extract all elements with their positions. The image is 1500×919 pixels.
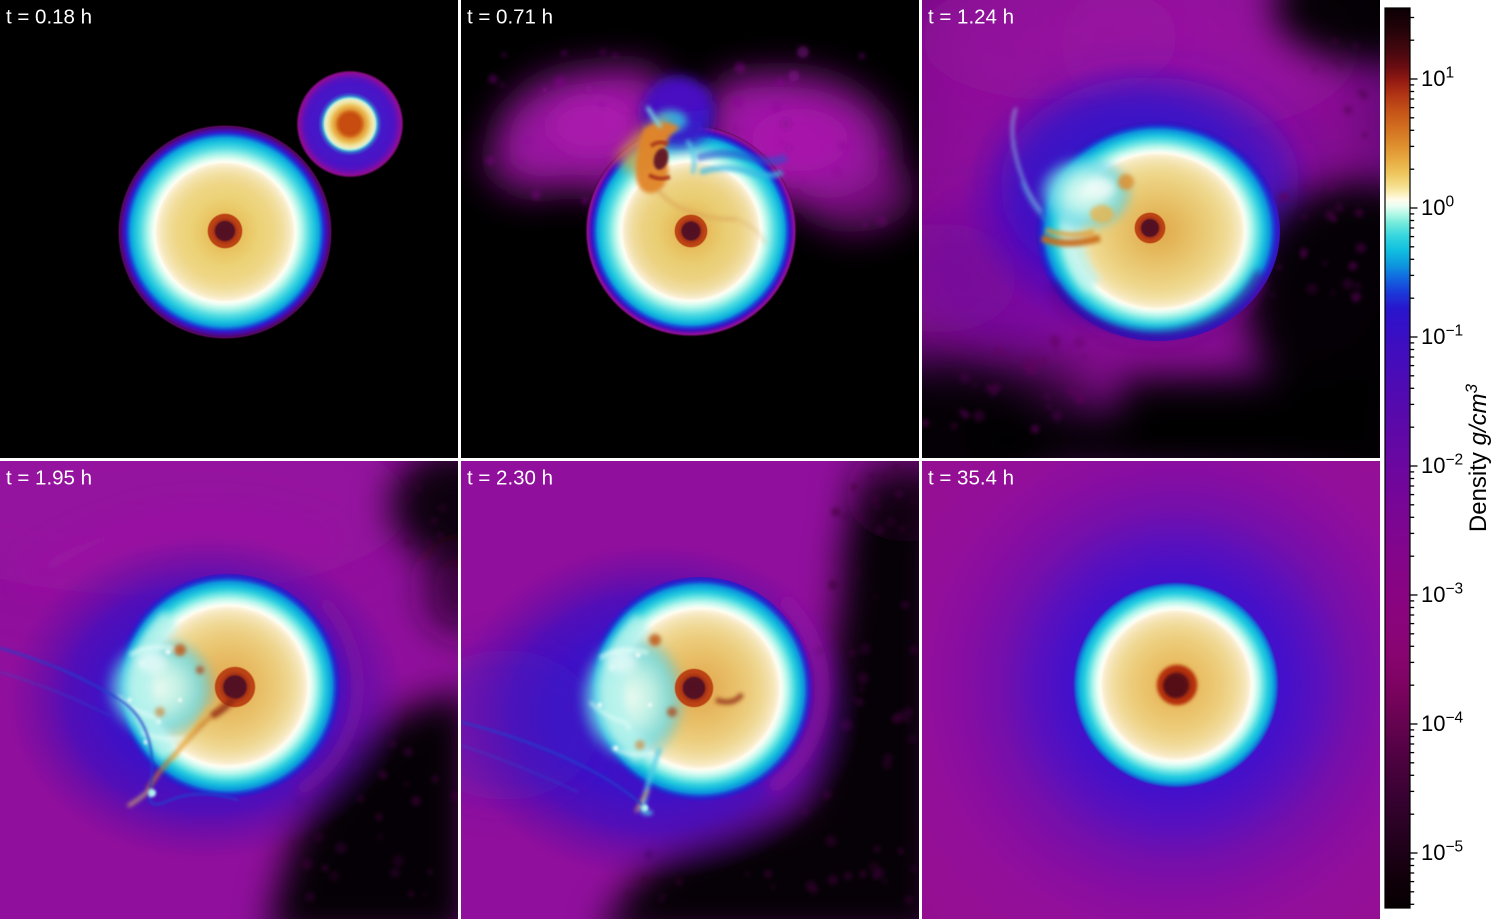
svg-text:t = 2.30 h: t = 2.30 h bbox=[467, 467, 553, 490]
svg-text:Density g/cm3: Density g/cm3 bbox=[1462, 383, 1492, 532]
svg-text:t = 1.95 h: t = 1.95 h bbox=[6, 467, 92, 490]
svg-text:t = 1.24 h: t = 1.24 h bbox=[928, 6, 1014, 29]
svg-text:t = 0.71 h: t = 0.71 h bbox=[467, 6, 553, 29]
svg-text:t = 35.4 h: t = 35.4 h bbox=[928, 467, 1014, 490]
svg-text:10−3: 10−3 bbox=[1421, 581, 1463, 608]
svg-text:t = 0.18 h: t = 0.18 h bbox=[6, 6, 92, 29]
